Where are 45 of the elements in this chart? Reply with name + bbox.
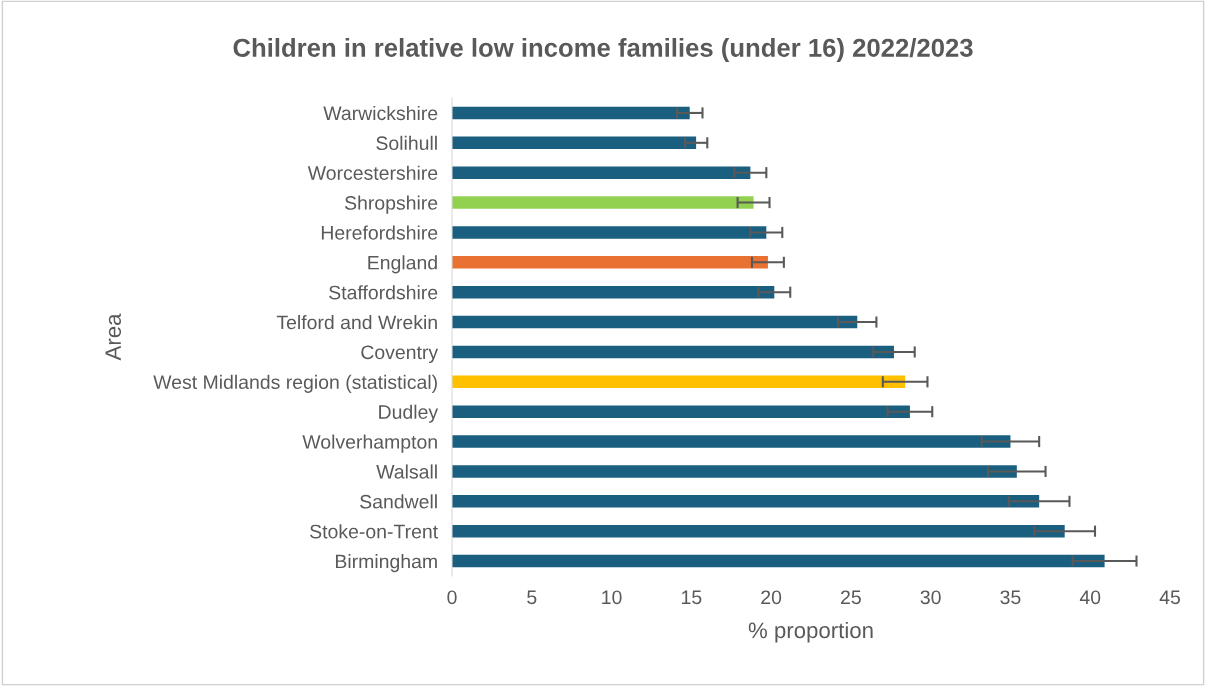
y-tick-label: Warwickshire — [323, 105, 438, 121]
y-axis-title: Area — [105, 313, 122, 361]
x-tick-label: 35 — [1000, 590, 1021, 605]
y-tick-label: Herefordshire — [321, 225, 438, 240]
y-tick-label: Wolverhampton — [302, 434, 437, 453]
chart-title: Children in relative low income families (under 16) 2022/2023 — [233, 38, 973, 62]
bar — [452, 285, 775, 299]
x-tick-label: 5 — [527, 590, 537, 605]
y-tick-label: Telford and Wrekin — [276, 315, 437, 330]
y-tick-label: Solihull — [376, 135, 437, 151]
bar — [452, 435, 1011, 448]
y-tick-label: Shropshire — [344, 195, 438, 214]
bar — [452, 495, 1040, 508]
y-tick-label: Worcestershire — [307, 165, 438, 180]
bar — [452, 345, 894, 359]
y-tick-label: England — [368, 255, 437, 274]
y-tick-label: Coventry — [361, 345, 439, 364]
x-tick-label: 0 — [447, 590, 457, 605]
x-tick-label: 40 — [1079, 590, 1101, 605]
bar — [452, 465, 1017, 478]
y-tick-label: Stoke-on-Trent — [310, 524, 438, 539]
bar — [452, 554, 1105, 568]
x-tick-label: 20 — [761, 590, 782, 605]
bar — [452, 106, 690, 120]
bar — [452, 375, 906, 389]
bar — [452, 136, 697, 150]
bar — [452, 315, 858, 329]
x-tick-label: 10 — [602, 590, 622, 605]
x-tick-label: 15 — [682, 590, 702, 605]
bar — [452, 524, 1065, 538]
x-tick-label: 30 — [920, 590, 941, 605]
y-tick-label: Staffordshire — [329, 285, 438, 300]
bar — [452, 226, 767, 239]
y-tick-label: Dudley — [379, 404, 439, 423]
bar — [452, 256, 768, 269]
x-tick-label: 45 — [1159, 590, 1180, 605]
bar — [452, 405, 910, 418]
y-tick-label: Sandwell — [360, 494, 437, 509]
y-tick-label: Birmingham — [335, 554, 437, 573]
bar — [452, 196, 754, 209]
x-tick-label: 25 — [841, 590, 861, 605]
bar — [452, 166, 751, 179]
x-axis-title: % proportion — [748, 621, 873, 643]
y-tick-label: Walsall — [376, 464, 437, 479]
y-tick-label: West Midlands region (statistical) — [153, 374, 437, 393]
